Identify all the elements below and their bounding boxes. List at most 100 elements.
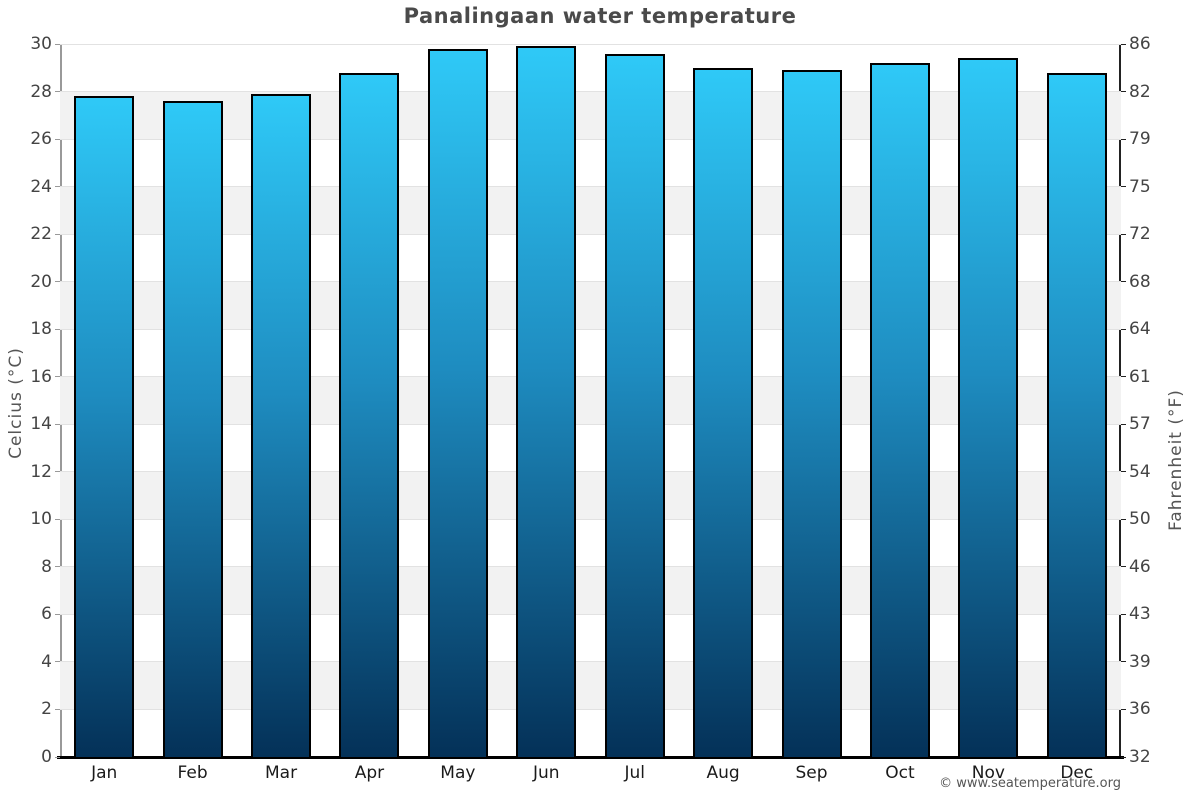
y-tick-fahrenheit: 72 (1129, 224, 1151, 245)
bar-jan[interactable] (74, 96, 135, 757)
gridline (60, 613, 1121, 615)
plot-shaded-band (60, 376, 1121, 425)
y-tick-fahrenheit: 64 (1129, 319, 1151, 340)
y-tick-celsius: 8 (41, 556, 52, 577)
y-tickmark-left (55, 613, 60, 615)
y-tick-fahrenheit: 32 (1129, 747, 1151, 767)
y-tickmark-left (55, 43, 60, 45)
y-tickmark-right (1121, 138, 1126, 140)
y-tickmark-right (1121, 233, 1126, 235)
plot-area (55, 43, 1126, 759)
plot-shaded-band (60, 661, 1121, 710)
y-tick-fahrenheit: 75 (1129, 176, 1151, 197)
x-tick-month: Jun (533, 763, 560, 783)
bar-jul[interactable] (604, 53, 665, 757)
bar-oct[interactable] (869, 63, 930, 757)
y-tickmark-left (55, 281, 60, 283)
y-tickmark-left (55, 186, 60, 188)
y-tick-celsius: 24 (30, 176, 52, 197)
x-tick-month: Jul (624, 763, 645, 783)
y-tick-celsius: 0 (41, 747, 52, 767)
y-tickmark-right (1121, 661, 1126, 663)
y-tick-fahrenheit: 57 (1129, 414, 1151, 435)
y-tick-fahrenheit: 82 (1129, 81, 1151, 102)
y-tick-celsius: 30 (30, 34, 52, 54)
y-tick-fahrenheit: 61 (1129, 366, 1151, 387)
gridline (60, 566, 1121, 568)
bar-may[interactable] (427, 48, 488, 757)
y-tickmark-right (1121, 186, 1126, 188)
y-tickmark-right (1121, 471, 1126, 473)
y-tick-fahrenheit: 54 (1129, 461, 1151, 482)
y-tick-celsius: 10 (30, 509, 52, 530)
bar-feb[interactable] (162, 101, 223, 757)
y-tick-fahrenheit: 36 (1129, 699, 1151, 720)
bar-sep[interactable] (781, 70, 842, 757)
y-tickmark-left (55, 756, 60, 758)
y-tickmark-right (1121, 328, 1126, 330)
y-tickmark-right (1121, 376, 1126, 378)
y-tickmark-left (55, 138, 60, 140)
copyright-text: © www.seatemperature.org (939, 776, 1121, 791)
y-tickmark-left (55, 471, 60, 473)
bar-nov[interactable] (958, 58, 1019, 757)
y-tick-fahrenheit: 79 (1129, 129, 1151, 150)
x-tick-month: Apr (354, 763, 385, 783)
y-tickmark-right (1121, 708, 1126, 710)
y-tickmark-left (55, 566, 60, 568)
x-tick-month: Nov (971, 763, 1005, 783)
x-tick-month: Jan (91, 763, 118, 783)
gridline (60, 91, 1121, 93)
y-tickmark-left (55, 233, 60, 235)
gridline (60, 233, 1121, 235)
y-tickmark-left (55, 518, 60, 520)
gridline (60, 281, 1121, 283)
x-axis-line (57, 756, 1124, 759)
plot-shaded-band (60, 471, 1121, 520)
y-tick-fahrenheit: 50 (1129, 509, 1151, 530)
x-tick-month: May (440, 763, 476, 783)
x-tick-month: Mar (264, 763, 298, 783)
plot-shaded-band (60, 186, 1121, 235)
gridline (60, 661, 1121, 663)
bar-apr[interactable] (339, 72, 400, 757)
y-tick-celsius: 2 (41, 699, 52, 720)
y-tickmark-right (1121, 91, 1126, 93)
y-tick-fahrenheit: 86 (1129, 34, 1151, 54)
y-tickmark-left (55, 423, 60, 425)
gridline (60, 471, 1121, 473)
y-tick-celsius: 16 (30, 366, 52, 387)
plot-shaded-band (60, 91, 1121, 140)
x-tick-month: Feb (177, 763, 208, 783)
y-tickmark-left (55, 661, 60, 663)
gridline (60, 376, 1121, 378)
y-tick-fahrenheit: 39 (1129, 651, 1151, 672)
y-tickmark-right (1121, 43, 1126, 45)
gridline (60, 186, 1121, 188)
y-tick-fahrenheit: 46 (1129, 556, 1151, 577)
bar-aug[interactable] (693, 67, 754, 757)
y-tick-celsius: 12 (30, 461, 52, 482)
chart-title: Panalingaan water temperature (403, 4, 797, 28)
plot-shaded-band (60, 281, 1121, 330)
bar-dec[interactable] (1046, 72, 1107, 757)
y-tickmark-right (1121, 566, 1126, 568)
gridline (60, 138, 1121, 140)
y-tickmark-right (1121, 281, 1126, 283)
y-tickmark-right (1121, 756, 1126, 758)
y-tick-fahrenheit: 43 (1129, 604, 1151, 625)
y-tick-celsius: 26 (30, 129, 52, 150)
plot-shaded-band (60, 566, 1121, 615)
y-tick-celsius: 4 (41, 651, 52, 672)
y-tickmark-right (1121, 613, 1126, 615)
y-tick-celsius: 14 (30, 414, 52, 435)
gridline (60, 708, 1121, 710)
x-tick-month: Sep (795, 763, 828, 783)
y-tickmark-right (1121, 423, 1126, 425)
y-tick-celsius: 20 (30, 271, 52, 292)
bar-mar[interactable] (251, 93, 312, 757)
gridline (60, 518, 1121, 520)
y-tickmark-left (55, 708, 60, 710)
bar-jun[interactable] (516, 46, 577, 757)
x-tick-month: Aug (706, 763, 740, 783)
